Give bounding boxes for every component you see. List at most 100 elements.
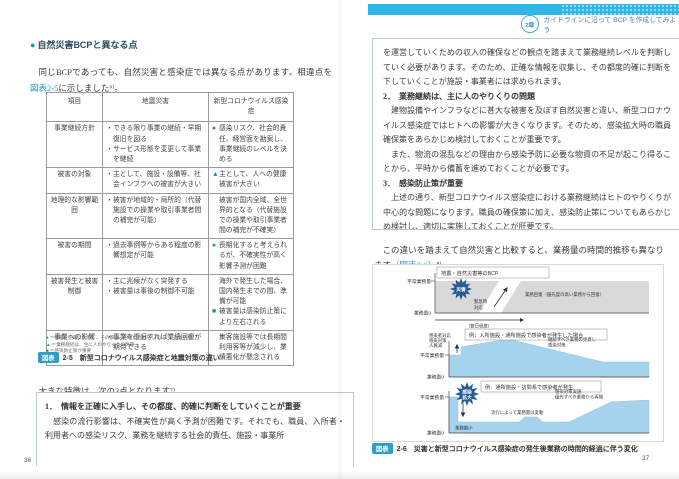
chart3-right-label-1: 感染対策実施 (555, 388, 582, 395)
table-header-row: 項目 地震災害 新型コロナウイルス感染症 (46, 91, 294, 123)
infection-burst-label-2: 拡大 (462, 394, 472, 401)
cell-marker: ・ (106, 171, 113, 179)
cell-text: 主として、施設・設備等、社会インフラへの被害が大きい (113, 171, 202, 189)
cell-text: 事業を復旧すれば業績回復が期待できる (113, 333, 202, 351)
footnote-text: ＝感染防止策が重要 (49, 348, 92, 353)
table-row: 地理的な影響範囲・被害が地域的・局所的（代替施設での操業や取引事業者間の補完が可… (46, 192, 294, 240)
point-2-body-1: 建物設備やインフラなどに甚大な被害を及ぼす自然災害と違い、新型コロナウイルス感染… (383, 106, 671, 144)
row-quake-cell: ・被害が地域的・局所的（代替施設での操業や取引事業者間の補完が可能） (102, 192, 209, 240)
workload-timeline-charts: 地震・自然災害等のBCP 平常業務量 業務量0 災害 緊急時 対応 業務回復（優… (407, 266, 650, 437)
point-2-title: 2． 業務継続は、主に人のやりくりの問題 (383, 91, 535, 101)
disaster-burst-icon: 災害 (450, 278, 472, 300)
running-header: 2章 ガイドラインに沿って BCP を作成してみよう (521, 14, 679, 34)
chart-disaster-bcp: 地震・自然災害等のBCP 平常業務量 業務量0 災害 緊急時 対応 業務回復（優… (407, 266, 649, 330)
row-quake-cell: ・主に兆候がなく突発する・被害量は事後の制御不可能 (102, 273, 209, 331)
point-3-body: 上述の通り、新型コロナウイルス感染症における業務継続はヒトのやりくりが中心的な問… (383, 193, 671, 230)
chart1-title: 地震・自然災害等のBCP (441, 269, 499, 277)
row-item-label: 被害の期間 (46, 238, 103, 275)
cell-marker: ・ (106, 125, 113, 133)
cell-text: できる限り事業の継続・早期復旧を図る (113, 125, 202, 143)
row-covid-cell: ● 感染リスク、社会的責任、経営面を勘案し、事業継続のレベルを決める (208, 121, 294, 169)
page-number-right: 37 (642, 455, 650, 462)
chart2-left-label-3: 人員減 (429, 342, 443, 349)
figure-2-5-caption: 図表 2-5 新型コロナウイルス感染症と地震対策の違い (38, 352, 220, 363)
row-covid-cell: 海外で発生した場合、国内発生までの間、準備が可能 ■ 被害量は感染防止策により左右さ… (208, 273, 294, 331)
section-heading: ● 自然災害BCPと異なる点 (30, 38, 137, 51)
row-item-label: 事業継続方針 (46, 121, 103, 169)
chart2-right-label-1: 継続すべき業務の見直し (548, 336, 596, 343)
cell-text: 被害が地域的・局所的（代替施設での操業や取引事業者間の補完が可能） (113, 196, 202, 224)
cell-text: 被害が国内全域、全世界的となる（代替施設での操業や取引事業者間の補完が不確実） (219, 196, 287, 235)
comparison-table: 項目 地震災害 新型コロナウイルス感染症 事業継続方針・できる限り事業の継続・早… (46, 91, 294, 367)
cell-marker: ・ (106, 277, 113, 285)
chart-daycare-infection: 例：通所施設・訪問系で感染者が発生 平常業務量 業務量0 感染 拡大 業務縮小 … (420, 380, 650, 437)
row-quake-cell: ・主として、施設・設備等、社会インフラへの被害が大きい (102, 167, 209, 194)
row-item-label: 地理的な影響範囲 (46, 192, 103, 240)
figure-badge: 図表 (372, 443, 393, 454)
row-covid-cell: 被害が国内全域、全世界的となる（代替施設での操業や取引事業者間の補完が不確実） (208, 192, 294, 240)
row-item-label: 被害発生と被害制御 (46, 273, 103, 331)
point-2-body-2: また、物流の混乱などの理由から感染予防に必要な物資の不足が起こり得ることから、平… (383, 149, 671, 174)
cell-text: 海外で発生した場合、国内発生までの間、準備が可能 (219, 277, 287, 306)
chart3-ylabel-normal: 平常業務量 (420, 394, 444, 401)
row-covid-cell: 集客施設等では長期間利用客等が減少し、業績悪化が懸念される (208, 329, 294, 367)
disaster-dip-band (479, 281, 521, 313)
page-edge-shadow (0, 471, 679, 479)
intro-pre: 同じBCPであっても、自然災害と感染症では異なる点があります。相違点を (38, 66, 333, 77)
key-points-box-right: を運営していくための収入の確保などの観点を踏まえて業務継続レベルを判断していく必… (372, 38, 679, 230)
cell-marker (212, 196, 219, 237)
cell-marker: ■ (212, 308, 217, 316)
table-footnotes: ●＝情報を正確に入手し、その都度、的確に判断をしていくことが必要 ▲＝業務継続は、… (46, 335, 192, 355)
figure-caption-text: 2-6 災害と新型コロナウイルス感染症の発生後業務の時間的経過に伴う変化 (396, 445, 638, 453)
chapter-title: ガイドラインに沿って BCP を作成してみよう (543, 17, 677, 34)
cell-text: 過去事例等からある程度の影響想定が可能 (113, 242, 202, 260)
figure-2-6: 地震・自然災害等のBCP 平常業務量 業務量0 災害 緊急時 対応 業務回復（優… (372, 264, 664, 442)
disaster-workload-area (435, 281, 649, 313)
chart3-right-label-2: 優先すべき業務から再開 (555, 394, 604, 401)
footnote-marker: ▲ (46, 341, 51, 347)
cell-marker: ・ (106, 196, 113, 204)
cell-text: サービス形態を変更して事業を継続 (113, 145, 202, 163)
emergency-label-2: 対応 (474, 304, 483, 311)
cell-marker: ・ (106, 242, 113, 250)
recovery-label: 業務回復（優先度の高い業務から回復） (525, 291, 604, 298)
chart1-ylabel-normal: 平常業務量 (407, 278, 431, 285)
cell-marker: ▲ (212, 171, 219, 179)
left-page: ● 自然災害BCPと異なる点 同じBCPであっても、自然災害と感染症では異なる点が… (0, 0, 354, 479)
point-1-body: 感染の流行影響は、不確実性が高く予測が困難です。それでも、職員、入所者・利用者へ… (45, 416, 345, 441)
cell-text: 集客施設等では長期間利用客等が減少し、業績悪化が懸念される (219, 333, 287, 362)
intro-post: に示しました⁶⁾。 (58, 82, 123, 93)
chart3-title: 例：通所施設・訪問系で感染者が発生 (485, 383, 573, 391)
chart3-ylabel-zero: 業務量0 (427, 430, 444, 437)
row-quake-cell: ・過去事例等からある程度の影響想定が可能 (102, 238, 209, 275)
key-points-box-left: 1． 情報を正確に入手し、その都度、的確に判断をしていくことが重要 感染の流行影… (36, 392, 354, 466)
row-item-label: 被害の対象 (46, 167, 103, 194)
chart1-ylabel-zero: 業務量0 (414, 310, 431, 317)
book-spine-shadow (337, 0, 343, 479)
shrink-label: 業務縮小 (455, 425, 473, 432)
cell-marker (212, 277, 219, 308)
row-covid-cell: ● 長期化すると考えられるが、不確実性が高く影響予測が困難 (208, 238, 294, 275)
page-number-left: 36 (24, 457, 32, 464)
footnote-marker: ● (46, 335, 49, 340)
footnote-text: ＝情報を正確に入手し、その都度、的確に判断をしていくことが必要 (49, 335, 193, 340)
cell-text: 被害量は感染防止策により左右される (219, 308, 287, 326)
feature-paragraph: 大きな特徴は、次の3点となります⁷⁾。 (38, 385, 184, 396)
disaster-burst-label: 災害 (455, 286, 466, 293)
intro-paragraph: 同じBCPであっても、自然災害と感染症では異なる点があります。相違点を図表2-5… (30, 64, 332, 96)
chart2-title: 例：入所施設・通所施設で感染者が発生した場合 (469, 331, 584, 339)
footnote-text: ＝業務継続は、主に人のやりくりの問題 (51, 341, 135, 347)
table-row: 被害の対象・主として、施設・設備等、社会インフラへの被害が大きい ▲ 主として、人へ… (46, 167, 294, 194)
point-3-title: 3． 感染防止策が重要 (383, 178, 463, 188)
table-row: 被害発生と被害制御・主に兆候がなく突発する・被害量は事後の制御不可能 海外で発生し… (46, 273, 294, 331)
table-row: 事業への影響・事業を復旧すれば業績回復が期待できる 集客施設等では長期間利用客等が… (46, 329, 294, 367)
chart-residential-infection: 例：入所施設・通所施設で感染者が発生した場合 平常業務量 業務量0 感染者対応 … (420, 328, 650, 381)
table-row: 被害の期間・過去事例等からある程度の影響想定が可能 ● 長期化すると考えられるが、不… (46, 238, 294, 275)
chart2-left-label-1: 感染者対応 (429, 332, 452, 339)
duration-label: （数日程度） (466, 323, 492, 330)
infection-burst-label-1: 感染 (462, 389, 472, 396)
point-1-title: 1． 情報を正確に入手し、その都度、的確に判断をしていくことが重要 (45, 402, 301, 411)
chart2-right-label-2: 感染対策 (548, 342, 566, 349)
infection-burst-icon: 感染 拡大 (455, 382, 479, 406)
cell-marker: ・ (106, 288, 113, 295)
